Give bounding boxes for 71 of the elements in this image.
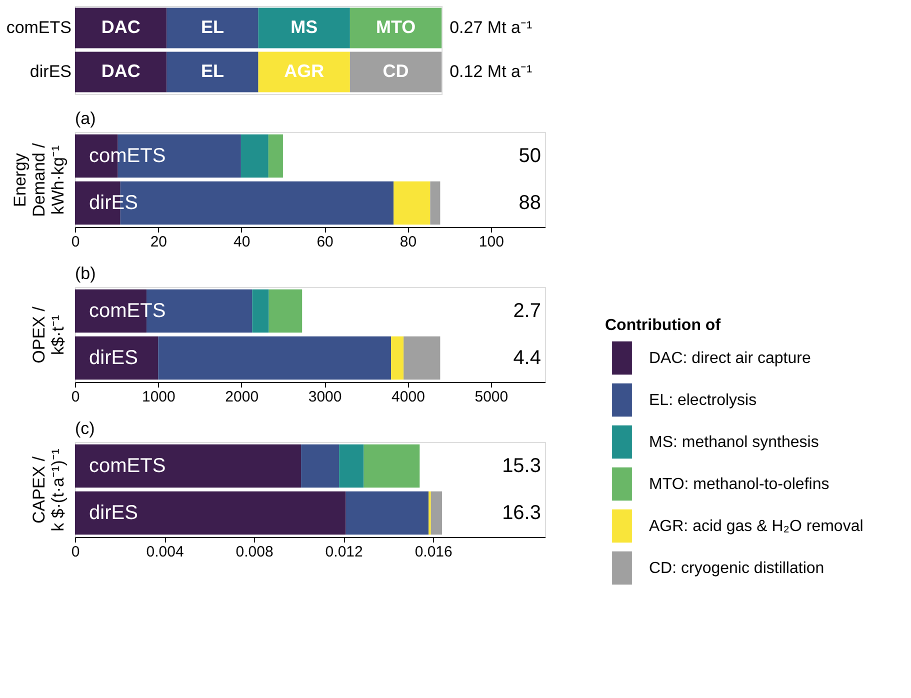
text: DAC	[101, 17, 140, 37]
bar	[339, 444, 364, 488]
y-tick-label: comETS	[89, 300, 166, 322]
bar	[394, 181, 430, 225]
text: EL	[200, 61, 224, 81]
x-tick-label: 5000	[474, 388, 508, 406]
legend-label: EL: electrolysis	[649, 392, 757, 409]
annotation: 4.4	[513, 347, 541, 370]
category-label: dirES	[30, 62, 72, 81]
x-tick-label: 0.008	[236, 544, 274, 560]
text: 0.12 Mt a⁻¹	[450, 62, 532, 81]
bar	[430, 491, 442, 535]
bar	[252, 289, 269, 333]
bar	[346, 491, 429, 535]
x-tick-label: 60	[316, 234, 334, 250]
y-tick-label: dirES	[89, 347, 138, 370]
text: MS	[290, 17, 318, 37]
x-tick-label: 20	[150, 234, 168, 250]
y-tick-label: comETS	[89, 454, 166, 477]
legend-label: MS: methanol synthesis	[649, 434, 819, 451]
chart-title: (c)	[75, 419, 95, 438]
bar	[75, 491, 346, 535]
text: AGR	[284, 61, 324, 81]
legend-label: CD: cryogenic distillation	[649, 560, 824, 577]
annotation: 88	[518, 192, 541, 214]
text: MTO	[376, 17, 416, 37]
text: EL	[200, 17, 224, 37]
text: CD	[382, 61, 409, 81]
x-tick-label: 0	[71, 234, 80, 250]
y-axis-title: CAPEX / k $·(t·a⁻¹)⁻¹	[30, 448, 68, 532]
y-tick-label: dirES	[89, 192, 138, 214]
text: 0.27 Mt a⁻¹	[450, 18, 532, 37]
x-tick-label: 2000	[225, 388, 259, 406]
x-tick-label: 0.004	[146, 544, 184, 560]
category-label: comETS	[6, 18, 72, 37]
bar	[268, 134, 283, 178]
x-tick-label: 1000	[142, 388, 176, 406]
x-tick-label: 0.016	[414, 544, 452, 560]
bar	[158, 336, 392, 380]
chart-title: (b)	[75, 264, 96, 283]
bar	[75, 336, 158, 380]
bar	[364, 444, 420, 488]
legend-label: DAC: direct air capture	[649, 350, 811, 367]
x-tick-label: 40	[234, 234, 250, 250]
bar	[430, 181, 440, 225]
bar	[75, 444, 302, 488]
bar	[240, 134, 268, 178]
bar	[268, 289, 302, 333]
annotation: 2.7	[513, 300, 541, 322]
y-tick-label: comETS	[89, 144, 166, 167]
legend-label: MTO: methanol-to-olefins	[649, 476, 830, 493]
legend-title: Contribution of	[605, 317, 722, 334]
y-axis-title: OPEX / k$·t⁻¹	[30, 306, 68, 364]
y-tick-label: dirES	[89, 502, 138, 524]
x-tick-label: 100	[478, 234, 504, 250]
bar	[301, 444, 340, 488]
x-tick-label: 4000	[392, 388, 425, 406]
x-tick-label: 80	[400, 234, 417, 250]
x-tick-label: 0.012	[325, 544, 363, 560]
legend-label: AGR: acid gas & H₂O removal	[649, 518, 864, 535]
x-tick-label: 3000	[308, 388, 342, 406]
bar	[404, 336, 440, 380]
x-tick-label: 0	[71, 388, 80, 406]
chart-title: (a)	[75, 109, 96, 128]
y-axis-title: Energy Demand / kWh·kg⁻¹	[10, 142, 68, 217]
annotation: 15.3	[502, 454, 541, 477]
annotation: 16.3	[502, 502, 541, 524]
text: DAC	[101, 61, 140, 81]
x-tick-label: 0	[71, 544, 80, 560]
annotation: 50	[518, 144, 541, 167]
bar	[391, 336, 404, 380]
